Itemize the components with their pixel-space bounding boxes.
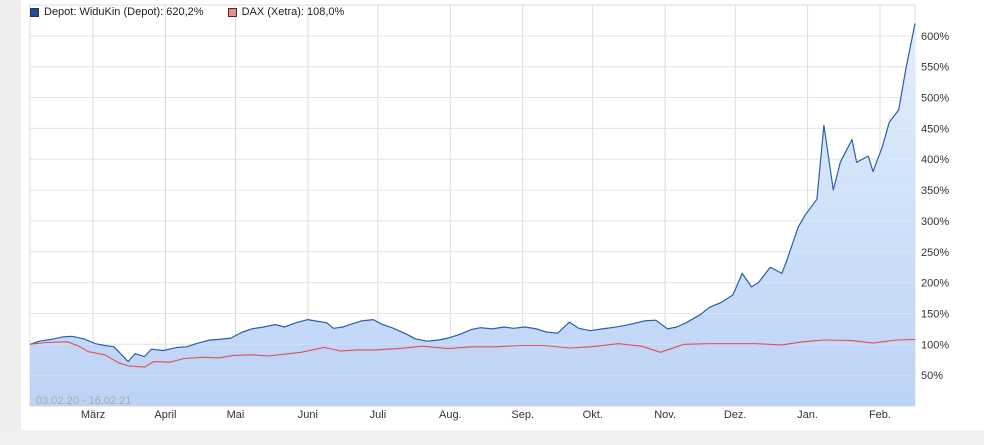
legend-swatch-depot <box>30 7 39 17</box>
legend-item-depot[interactable]: Depot: WiduKin (Depot): 620,2% <box>30 6 204 18</box>
x-tick-label: Okt. <box>583 409 603 421</box>
legend-label-dax: DAX (Xetra): 108,0% <box>241 6 345 18</box>
y-tick-label: 500% <box>921 93 949 105</box>
x-tick-label: Mai <box>227 409 245 421</box>
y-tick-label: 550% <box>921 62 949 74</box>
x-tick-label: Nov. <box>654 409 676 421</box>
y-tick-label: 400% <box>921 154 949 166</box>
y-tick-label: 300% <box>921 216 949 228</box>
y-tick-label: 50% <box>921 370 943 382</box>
left-margin-strip <box>0 0 21 445</box>
y-tick-label: 450% <box>921 123 949 135</box>
depot-series-line <box>29 23 916 363</box>
bottom-margin-strip <box>0 430 984 445</box>
legend: Depot: WiduKin (Depot): 620,2% DAX (Xetr… <box>30 5 368 19</box>
y-tick-label: 150% <box>921 308 949 320</box>
dax-series-line <box>29 338 916 368</box>
legend-item-dax[interactable]: DAX (Xetra): 108,0% <box>227 6 345 18</box>
x-tick-label: Jan. <box>797 409 818 421</box>
y-tick-label: 600% <box>921 31 949 43</box>
x-tick-label: Juni <box>298 409 318 421</box>
y-tick-label: 350% <box>921 185 949 197</box>
x-tick-label: Dez. <box>724 409 747 421</box>
legend-swatch-dax <box>227 7 237 17</box>
legend-label-depot: Depot: WiduKin (Depot): 620,2% <box>44 6 204 18</box>
x-tick-label: März <box>81 409 105 421</box>
x-tick-label: Feb. <box>869 409 891 421</box>
y-tick-label: 200% <box>921 278 949 290</box>
x-tick-label: Juli <box>370 409 387 421</box>
y-tick-label: 100% <box>921 339 949 351</box>
x-tick-label: Sep. <box>511 409 534 421</box>
y-tick-label: 250% <box>921 247 949 259</box>
x-tick-label: Aug. <box>439 409 462 421</box>
date-range-label: 03.02.20 - 16.02.21 <box>36 395 131 407</box>
x-tick-label: April <box>154 409 176 421</box>
